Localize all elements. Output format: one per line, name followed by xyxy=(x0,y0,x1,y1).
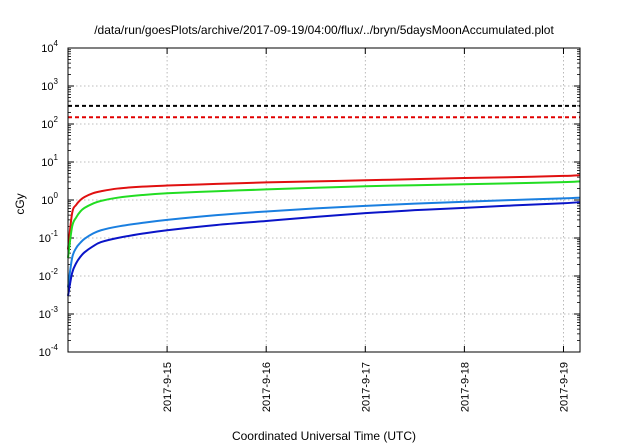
x-axis-ticks: 2017-9-15 2017-9-16 2017-9-17 2017-9-18 2017… xyxy=(162,48,570,412)
y-tick-label: 10-3 xyxy=(39,305,59,321)
y-tick-label: 102 xyxy=(41,115,58,131)
y-tick-label: 10-2 xyxy=(39,267,59,283)
reference-lines xyxy=(68,104,580,119)
x-tick-label: 2017-9-18 xyxy=(459,362,471,412)
x-tick-label: 2017-9-15 xyxy=(162,362,174,412)
plot-frame xyxy=(67,47,581,353)
y-tick-label: 101 xyxy=(41,153,58,169)
x-tick-label: 2017-9-17 xyxy=(360,362,372,412)
grid-lines xyxy=(68,48,580,352)
y-tick-label: 10-1 xyxy=(39,229,59,245)
series-line xyxy=(67,180,581,259)
chart-title: /data/run/goesPlots/archive/2017-09-19/0… xyxy=(94,23,554,37)
y-axis-ticks: 10-4 10-3 10-2 10-1 100 101 102 103 104 xyxy=(39,39,580,359)
x-tick-label: 2017-9-16 xyxy=(261,362,273,412)
y-axis-title: cGy xyxy=(13,193,27,214)
series-lines xyxy=(67,174,581,297)
series-line xyxy=(67,201,581,297)
y-tick-label: 10-4 xyxy=(39,343,59,359)
y-tick-label: 104 xyxy=(41,39,58,55)
series-line xyxy=(67,174,581,250)
x-axis-title: Coordinated Universal Time (UTC) xyxy=(232,429,416,443)
x-tick-label: 2017-9-19 xyxy=(558,362,570,412)
y-tick-label: 103 xyxy=(41,77,58,93)
y-tick-label: 100 xyxy=(41,191,58,207)
series-line xyxy=(67,196,581,288)
